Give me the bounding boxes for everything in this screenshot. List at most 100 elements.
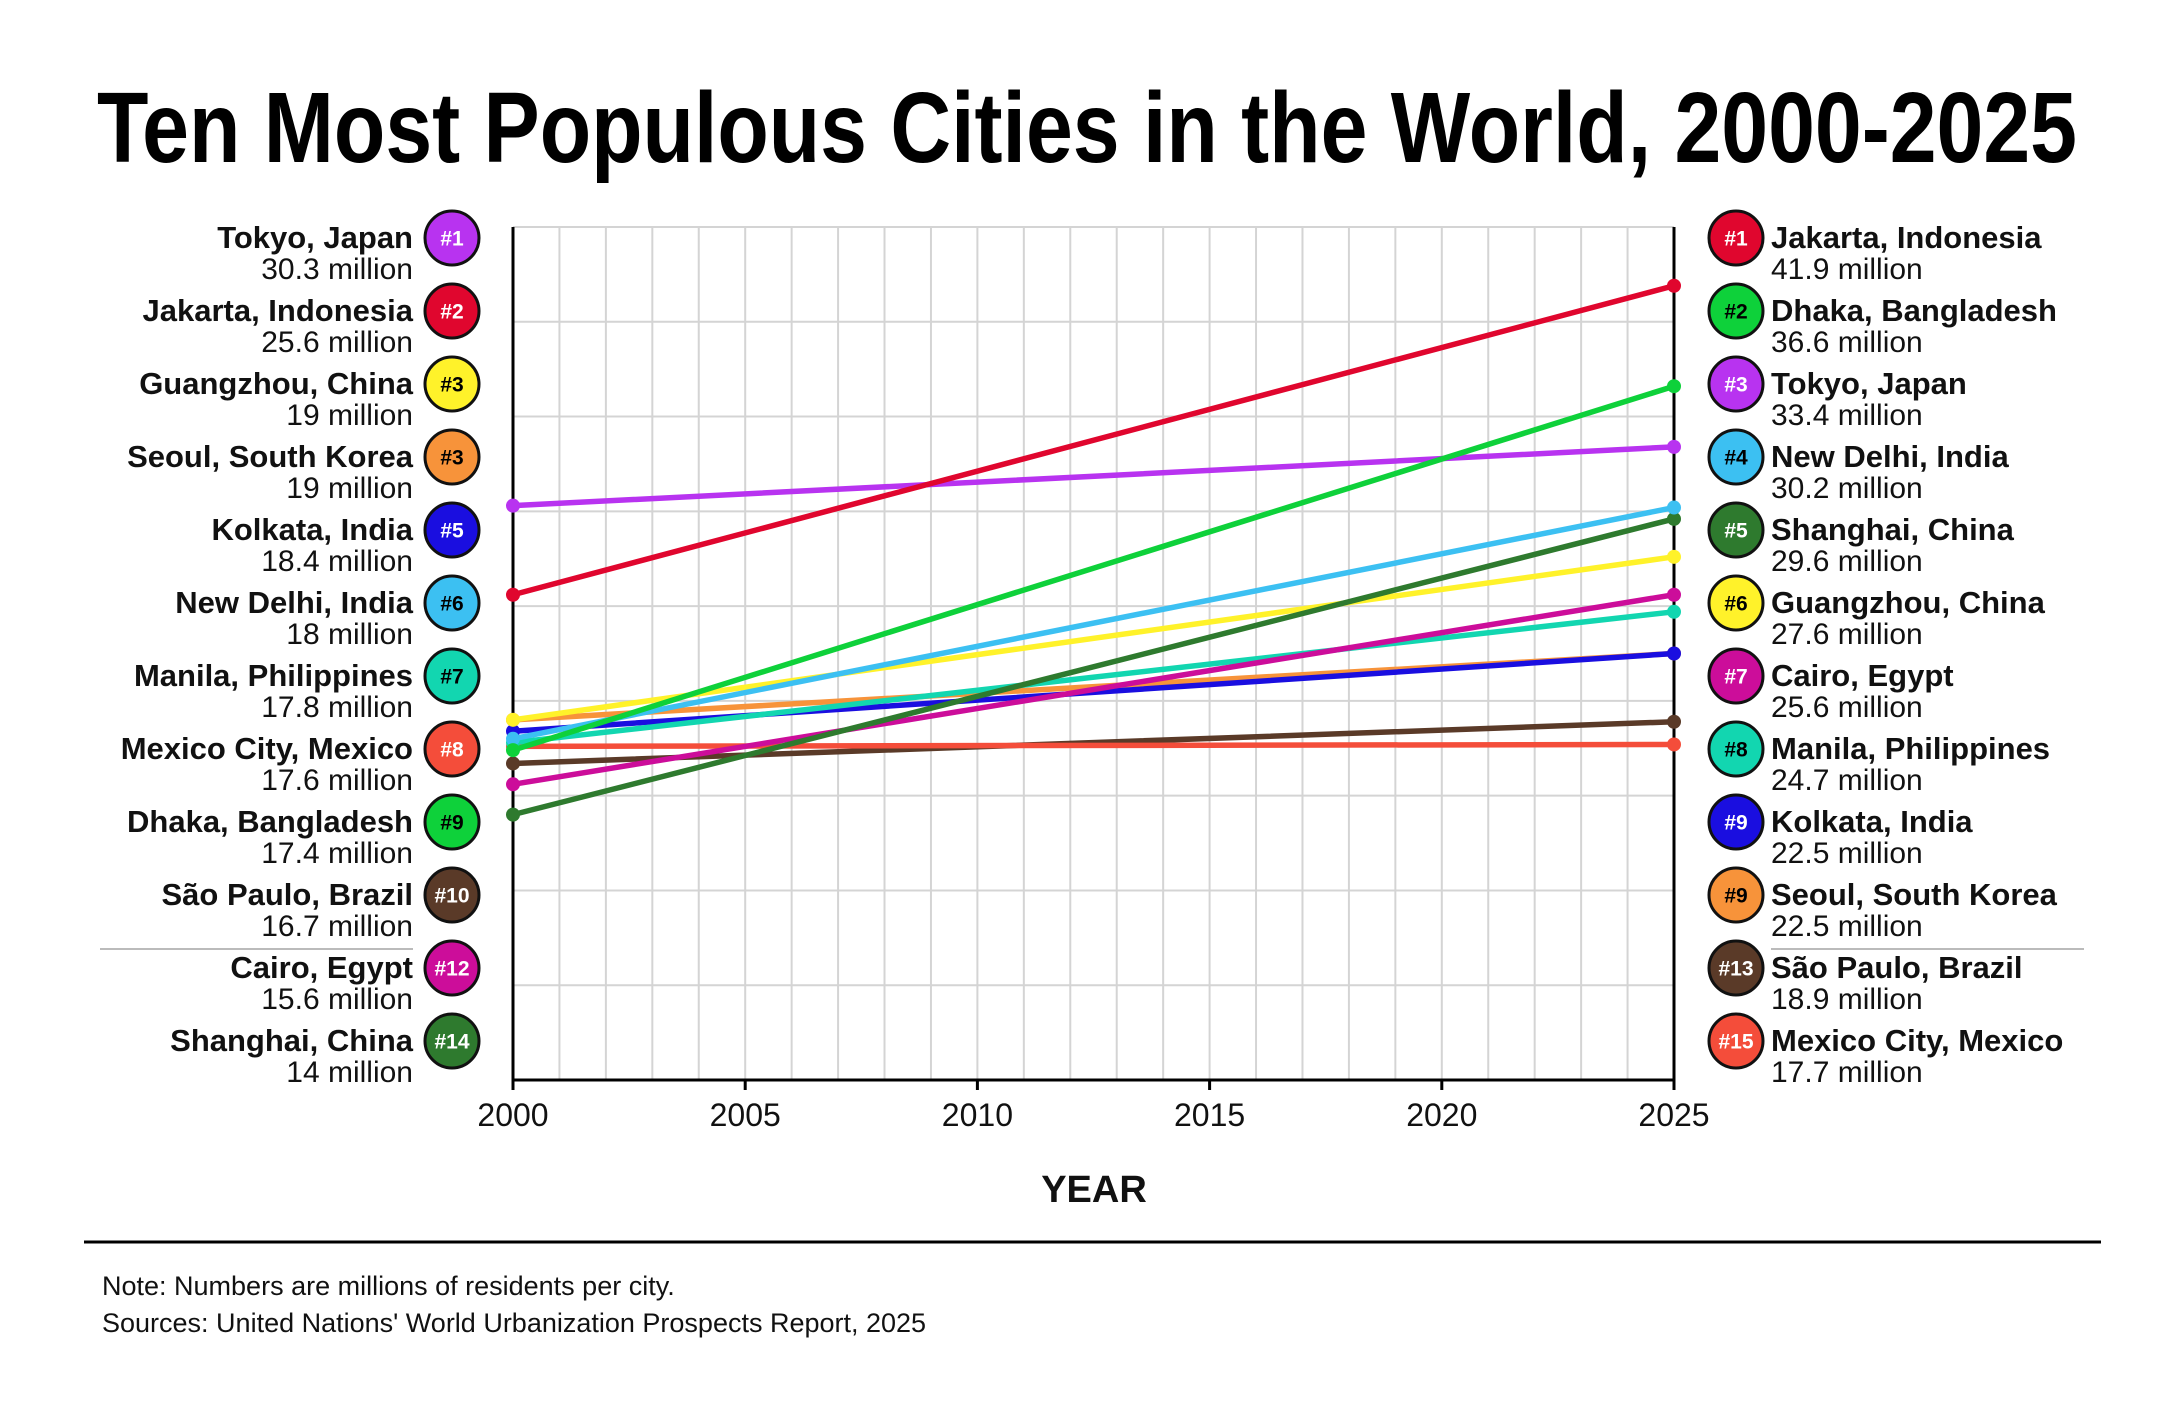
rank-badge: [423, 1012, 481, 1070]
series-8: [506, 500, 1681, 746]
city-population: 17.7 million: [1771, 1056, 1923, 1089]
rank-badge: [423, 720, 481, 778]
data-point: [506, 498, 520, 513]
series-10: [506, 379, 1681, 758]
rank-badge: [1707, 1012, 1765, 1070]
data-point: [506, 743, 520, 758]
series-7: [506, 511, 1681, 822]
data-point: [1667, 604, 1681, 619]
series-0: [506, 714, 1681, 771]
city-population: 18.9 million: [1771, 983, 1923, 1016]
city-name: Shanghai, China: [1771, 512, 2015, 547]
rank-text: #1: [440, 228, 464, 251]
rank-badge: [423, 793, 481, 851]
rank-text: #2: [1724, 301, 1747, 324]
data-point: [1667, 278, 1681, 293]
rank-badge: [423, 866, 481, 924]
rank-badge: [1707, 428, 1765, 486]
x-tick-label: 2020: [1406, 1097, 1477, 1133]
rank-text: #3: [440, 374, 463, 397]
rank-text: #6: [440, 593, 463, 616]
data-point: [1667, 714, 1681, 729]
rank-badge: [423, 282, 481, 340]
rank-text: #3: [1724, 374, 1747, 397]
x-ticks: 2000 2005 2010 2015 2020 2025: [477, 1080, 1710, 1133]
city-name: Kolkata, India: [1771, 804, 1973, 839]
rank-text: #9: [440, 812, 463, 835]
rank-badge: [1707, 355, 1765, 413]
city-name: Cairo, Egypt: [230, 950, 413, 985]
data-point: [506, 777, 520, 792]
x-tick-label: 2015: [1174, 1097, 1245, 1133]
grid: [513, 226, 1674, 1081]
city-population: 18.4 million: [261, 545, 413, 578]
series-line: [510, 516, 1677, 818]
series-line: [510, 444, 1677, 509]
data-point: [506, 587, 520, 602]
rank-badge: [423, 501, 481, 559]
rank-text: #15: [1718, 1031, 1753, 1054]
data-point: [1667, 439, 1681, 454]
rank-text: #9: [1724, 885, 1747, 908]
city-population: 36.6 million: [1771, 326, 1923, 359]
rank-badge: [1707, 282, 1765, 340]
city-name: São Paulo, Brazil: [161, 877, 413, 912]
city-name: Manila, Philippines: [1771, 731, 2050, 766]
city-population: 19 million: [286, 399, 413, 432]
series-2: [506, 646, 1681, 727]
data-point: [506, 756, 520, 771]
rank-text: #3: [440, 447, 463, 470]
x-tick-label: 2000: [477, 1097, 548, 1133]
rank-badge: [1707, 939, 1765, 997]
city-name: Mexico City, Mexico: [1771, 1023, 2063, 1058]
rank-badge: [423, 939, 481, 997]
rank-badge: [1707, 574, 1765, 632]
data-point: [1667, 587, 1681, 602]
rank-text: #5: [440, 520, 464, 543]
rank-badge: [1707, 647, 1765, 705]
series-11: [506, 278, 1681, 602]
city-population: 17.8 million: [261, 691, 413, 724]
data-point: [506, 807, 520, 822]
city-population: 25.6 million: [1771, 691, 1923, 724]
city-population: 25.6 million: [261, 326, 413, 359]
rank-badge: [1707, 501, 1765, 559]
rank-text: #8: [440, 739, 464, 762]
series-9: [506, 439, 1681, 513]
rank-badge: [423, 209, 481, 267]
note-text: Note: Numbers are millions of residents …: [102, 1271, 675, 1301]
rank-badge: [423, 355, 481, 413]
city-name: Seoul, South Korea: [127, 439, 414, 474]
city-name: Kolkata, India: [211, 512, 413, 547]
rank-badge: [1707, 209, 1765, 267]
city-population: 22.5 million: [1771, 837, 1923, 870]
rank-badge: [423, 428, 481, 486]
x-tick-label: 2005: [710, 1097, 781, 1133]
data-point: [1667, 511, 1681, 526]
x-tick-label: 2010: [942, 1097, 1013, 1133]
data-point: [1667, 549, 1681, 564]
city-population: 30.3 million: [261, 253, 413, 286]
data-point: [1667, 646, 1681, 661]
city-name: Mexico City, Mexico: [121, 731, 413, 766]
series-line: [510, 591, 1677, 788]
city-population: 33.4 million: [1771, 399, 1923, 432]
